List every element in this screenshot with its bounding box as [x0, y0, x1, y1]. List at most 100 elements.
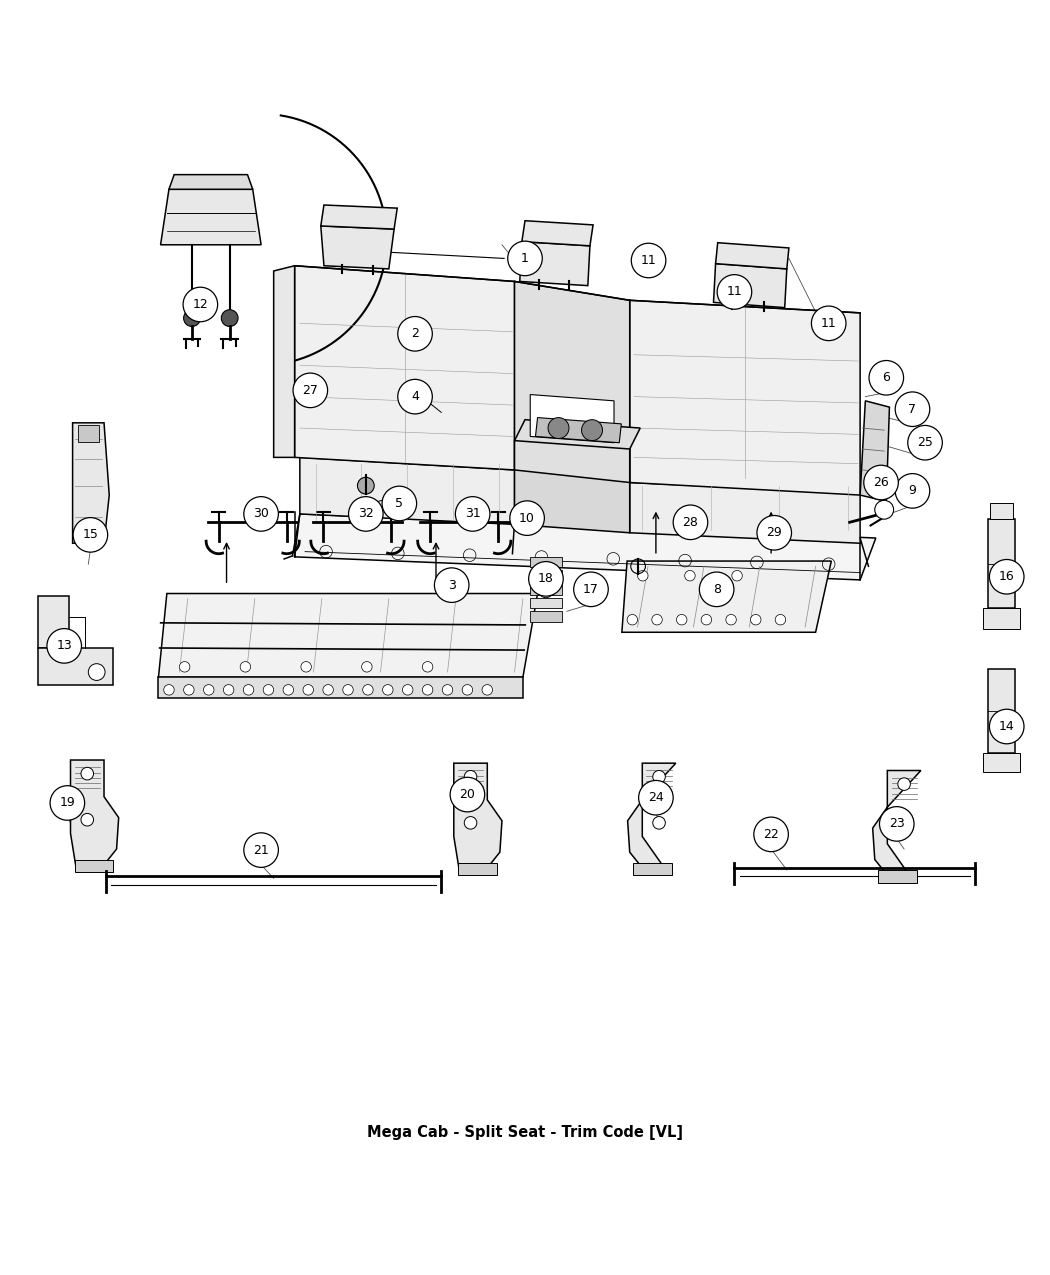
Text: 12: 12	[192, 298, 208, 311]
Polygon shape	[530, 557, 562, 567]
Polygon shape	[988, 669, 1015, 752]
Polygon shape	[514, 282, 630, 482]
Circle shape	[456, 497, 490, 532]
Circle shape	[301, 662, 312, 672]
Circle shape	[638, 780, 673, 815]
Circle shape	[435, 567, 469, 602]
Polygon shape	[72, 423, 109, 543]
Circle shape	[898, 824, 910, 836]
Text: 16: 16	[999, 570, 1014, 583]
Polygon shape	[873, 770, 921, 882]
Circle shape	[422, 662, 433, 672]
Text: 19: 19	[60, 797, 76, 810]
Polygon shape	[716, 242, 789, 269]
Circle shape	[699, 572, 734, 607]
Circle shape	[757, 515, 792, 550]
Circle shape	[50, 785, 85, 820]
Circle shape	[382, 486, 417, 520]
Circle shape	[701, 615, 712, 625]
Circle shape	[627, 615, 637, 625]
Text: 15: 15	[83, 528, 99, 542]
Text: Mega Cab - Split Seat - Trim Code [VL]: Mega Cab - Split Seat - Trim Code [VL]	[368, 1125, 682, 1140]
Circle shape	[864, 465, 899, 500]
Polygon shape	[169, 175, 253, 189]
Polygon shape	[990, 504, 1013, 519]
Circle shape	[751, 615, 761, 625]
Polygon shape	[75, 859, 113, 872]
Circle shape	[875, 500, 894, 519]
Circle shape	[685, 570, 695, 581]
Text: 23: 23	[889, 817, 905, 830]
Circle shape	[180, 662, 190, 672]
Circle shape	[528, 561, 563, 597]
Circle shape	[539, 583, 553, 598]
Polygon shape	[161, 189, 261, 245]
Circle shape	[754, 817, 789, 852]
Circle shape	[652, 615, 663, 625]
Circle shape	[244, 497, 278, 532]
Polygon shape	[714, 264, 786, 307]
Circle shape	[869, 361, 904, 395]
Polygon shape	[988, 519, 1015, 608]
Circle shape	[508, 241, 542, 275]
Polygon shape	[633, 863, 672, 875]
Circle shape	[164, 685, 174, 695]
Circle shape	[240, 662, 251, 672]
Circle shape	[582, 419, 603, 441]
Circle shape	[631, 244, 666, 278]
Circle shape	[402, 685, 413, 695]
Polygon shape	[38, 648, 113, 685]
Circle shape	[573, 572, 608, 607]
Circle shape	[357, 477, 374, 493]
Circle shape	[732, 570, 742, 581]
Polygon shape	[630, 301, 860, 495]
Text: 6: 6	[882, 371, 890, 384]
Text: 9: 9	[908, 484, 917, 497]
Text: 7: 7	[908, 403, 917, 416]
Text: 5: 5	[396, 497, 403, 510]
Circle shape	[88, 664, 105, 681]
Circle shape	[361, 662, 372, 672]
Circle shape	[183, 287, 217, 321]
Text: 1: 1	[521, 252, 529, 265]
Circle shape	[244, 833, 278, 867]
Circle shape	[422, 685, 433, 695]
Circle shape	[896, 391, 929, 426]
Circle shape	[775, 615, 785, 625]
Circle shape	[989, 709, 1024, 743]
Circle shape	[47, 629, 82, 663]
Circle shape	[908, 426, 942, 460]
Text: 3: 3	[447, 579, 456, 592]
Polygon shape	[630, 482, 860, 543]
Circle shape	[896, 473, 929, 509]
Circle shape	[362, 685, 373, 695]
Circle shape	[464, 770, 477, 783]
Polygon shape	[321, 226, 394, 269]
Text: 26: 26	[874, 476, 889, 490]
Polygon shape	[520, 242, 590, 286]
Text: 14: 14	[999, 720, 1014, 733]
Polygon shape	[458, 863, 497, 875]
Polygon shape	[530, 584, 562, 594]
Polygon shape	[295, 265, 514, 470]
Polygon shape	[536, 418, 622, 442]
Circle shape	[222, 310, 238, 326]
Polygon shape	[530, 611, 562, 622]
Text: 21: 21	[253, 844, 269, 857]
Circle shape	[450, 778, 485, 812]
Text: 24: 24	[648, 792, 664, 805]
Polygon shape	[530, 570, 562, 581]
Circle shape	[442, 685, 453, 695]
Polygon shape	[514, 419, 640, 449]
Polygon shape	[628, 764, 676, 875]
Circle shape	[81, 768, 93, 780]
Polygon shape	[159, 594, 538, 677]
Text: 22: 22	[763, 827, 779, 842]
Text: 20: 20	[460, 788, 476, 801]
Circle shape	[224, 685, 234, 695]
Polygon shape	[514, 441, 630, 533]
Text: 11: 11	[727, 286, 742, 298]
Circle shape	[81, 813, 93, 826]
Circle shape	[303, 685, 314, 695]
Text: 11: 11	[821, 316, 837, 330]
